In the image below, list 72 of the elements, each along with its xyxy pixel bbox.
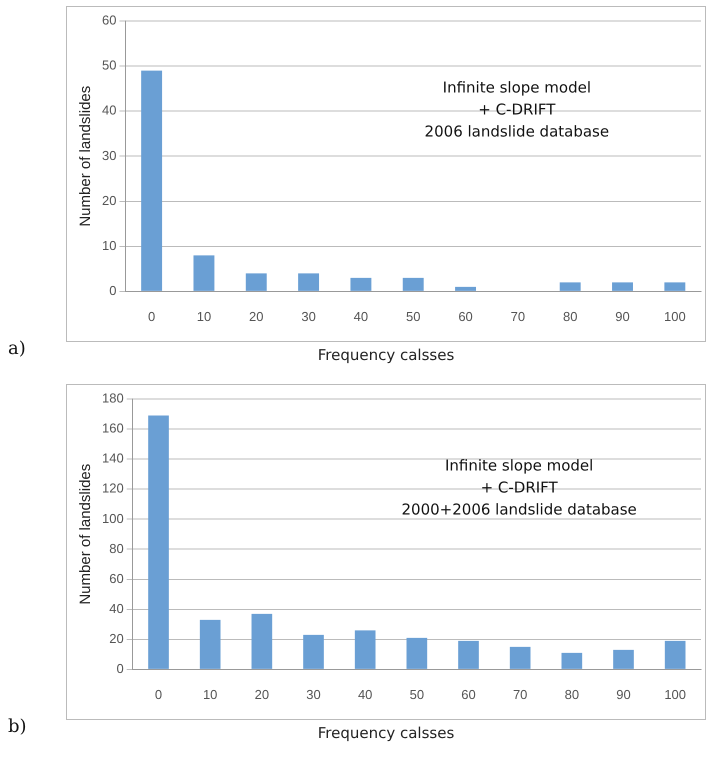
x-tick-label: 40 (358, 686, 372, 702)
x-tick-label: 80 (564, 686, 580, 702)
bar (141, 70, 162, 291)
x-tick-label: 60 (461, 686, 476, 702)
x-axis-title: Frequency calsses (316, 346, 456, 364)
x-tick-label: 0 (148, 308, 156, 324)
bar (560, 282, 581, 291)
y-tick-label: 10 (102, 238, 116, 253)
text: b) (8, 716, 27, 737)
bar (303, 634, 324, 669)
y-tick-label: 60 (109, 570, 124, 586)
x-tick-label: 100 (664, 686, 686, 702)
x-tick-label: 0 (154, 686, 162, 702)
x-tick-label: 10 (196, 308, 212, 324)
y-tick-label: 60 (102, 12, 116, 28)
bar (562, 652, 582, 669)
x-tick-label: 30 (301, 308, 316, 324)
y-tick-label: 0 (109, 282, 116, 298)
y-tick-label: 120 (102, 480, 124, 496)
x-tick-label: 80 (562, 308, 578, 324)
x-tick-label: 50 (410, 686, 424, 702)
y-tick-label: 40 (102, 102, 116, 118)
bar (193, 255, 214, 291)
x-tick-label: 50 (406, 308, 420, 324)
x-tick-label: 90 (615, 308, 630, 324)
bar (455, 286, 476, 291)
annotation: 2000+2006 landslide database (401, 500, 637, 518)
y-tick-label: 100 (102, 510, 124, 526)
bar (458, 640, 479, 669)
y-tick-label: 20 (109, 630, 124, 646)
y-tick-label: 30 (102, 148, 116, 163)
bar (664, 282, 686, 291)
y-tick-label: 50 (102, 58, 116, 73)
bar (246, 273, 267, 291)
annotation: Infinite slope model (442, 78, 591, 96)
y-tick-label: 140 (102, 450, 124, 466)
bar (350, 278, 372, 291)
bar (612, 282, 633, 291)
annotation: + C-DRIFT (480, 478, 559, 496)
bar (613, 650, 634, 669)
x-tick-label: 30 (306, 686, 321, 702)
bar (354, 630, 376, 669)
x-tick-label: 40 (354, 308, 368, 324)
y-tick-label: 20 (102, 192, 116, 208)
y-tick-label: 0 (116, 660, 124, 676)
x-tick-label: 20 (249, 308, 264, 324)
x-tick-label: 10 (202, 686, 218, 702)
x-tick-label: 70 (512, 686, 528, 702)
x-tick-label: 70 (510, 308, 526, 324)
bar (510, 646, 531, 669)
x-axis-title: Frequency calsses (316, 724, 456, 742)
x-tick-label: 100 (664, 308, 686, 324)
text: a) (8, 338, 26, 359)
bar (200, 620, 221, 669)
bar (402, 278, 424, 291)
bar (406, 638, 428, 669)
x-tick-label: 90 (616, 686, 631, 702)
annotation: Infinite slope model (444, 456, 594, 474)
y-tick-label: 180 (102, 390, 124, 406)
y-tick-label: 160 (102, 420, 124, 436)
y-axis-title: Number of landslides (77, 464, 94, 605)
bar (298, 273, 320, 291)
bar (664, 640, 686, 669)
bar (148, 416, 169, 669)
bar (252, 614, 272, 669)
x-tick-label: 60 (458, 308, 473, 324)
y-tick-label: 80 (109, 540, 124, 556)
y-tick-label: 40 (109, 600, 124, 616)
annotation: + C-DRIFT (478, 100, 556, 118)
y-axis-title: Number of landslides (77, 86, 94, 227)
annotation: 2006 landslide database (424, 122, 610, 140)
x-tick-label: 20 (254, 686, 270, 702)
